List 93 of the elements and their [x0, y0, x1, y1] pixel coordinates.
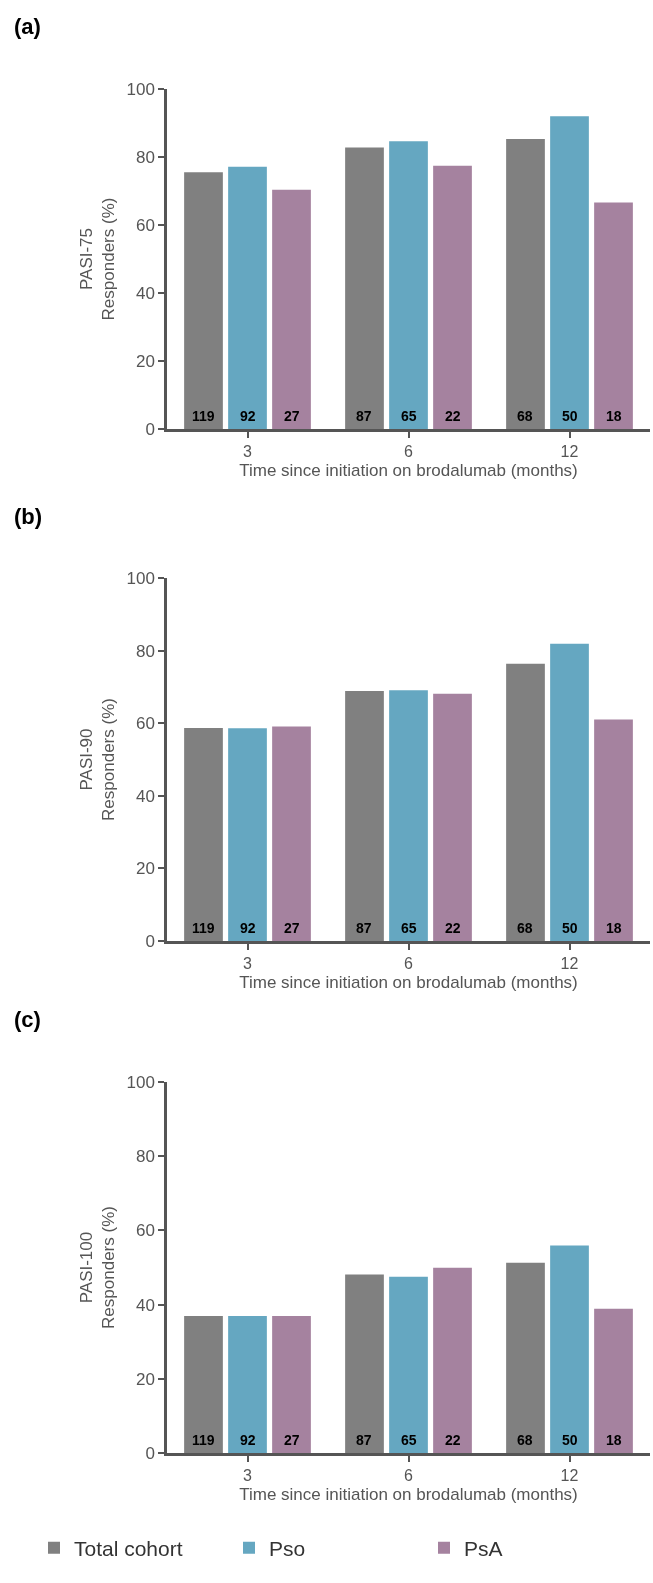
annotation: 22 — [445, 1432, 461, 1448]
x-tick-label: 3 — [243, 954, 253, 972]
x-tick-label: 6 — [404, 1466, 414, 1484]
y-axis-title: PASI-100 Responders (%) — [76, 1206, 119, 1329]
annotation: 50 — [562, 408, 578, 424]
bar — [433, 693, 472, 941]
annotation: 92 — [240, 408, 256, 424]
y-tick-label: 40 — [135, 283, 155, 303]
bar — [506, 663, 545, 941]
annotation: 18 — [606, 1432, 622, 1448]
bar — [389, 141, 428, 429]
annotation: 87 — [356, 920, 372, 936]
y-tick-label: 20 — [135, 1369, 155, 1389]
annotation: 87 — [356, 1432, 372, 1448]
legend-label: Pso — [269, 1537, 306, 1561]
annotation: 27 — [284, 920, 300, 936]
bar — [433, 165, 472, 429]
annotation: 65 — [401, 1432, 417, 1448]
bar — [228, 728, 267, 941]
annotation: 50 — [562, 920, 578, 936]
annotation: 92 — [240, 920, 256, 936]
bar — [550, 643, 589, 941]
y-axis-title: PASI-75 Responders (%) — [76, 197, 119, 321]
bar — [272, 1316, 311, 1453]
bar — [550, 116, 589, 429]
bar — [345, 1274, 384, 1453]
x-tick-label: 3 — [243, 442, 253, 460]
chart-title: (a) — [14, 14, 41, 39]
bar — [433, 1267, 472, 1453]
annotation: 87 — [356, 408, 372, 424]
bar — [550, 1245, 589, 1453]
bar — [594, 1308, 633, 1453]
annotation: 119 — [192, 1432, 215, 1448]
annotation: 68 — [517, 408, 533, 424]
bar — [345, 690, 384, 941]
annotation: 68 — [517, 920, 533, 936]
bar — [389, 1276, 428, 1453]
bar — [272, 189, 311, 429]
annotation: 68 — [517, 1432, 533, 1448]
bar — [594, 719, 633, 941]
bar — [594, 202, 633, 429]
annotation: 119 — [192, 920, 215, 936]
annotation: 50 — [562, 1432, 578, 1448]
annotation: 27 — [284, 1432, 300, 1448]
x-tick-label: 12 — [560, 442, 579, 460]
bar — [345, 147, 384, 429]
y-tick-label: 100 — [126, 79, 155, 99]
annotation: 65 — [401, 920, 417, 936]
y-tick-label: 20 — [135, 859, 155, 879]
chart-title: (b) — [14, 504, 43, 529]
y-tick-label: 80 — [135, 641, 155, 661]
bar — [272, 726, 311, 941]
y-tick-label: 0 — [145, 419, 155, 439]
y-tick-label: 60 — [135, 215, 155, 235]
bar — [228, 1316, 267, 1453]
y-tick-label: 60 — [135, 1221, 155, 1241]
annotation: 27 — [284, 408, 300, 424]
annotation: 92 — [240, 1432, 256, 1448]
chart-title: (c) — [14, 1007, 41, 1032]
y-tick-label: 100 — [126, 1072, 155, 1092]
x-axis-title: Time since initiation on brodalumab (months) — [239, 973, 578, 993]
x-tick-label: 3 — [243, 1466, 253, 1484]
x-tick-label: 12 — [560, 1466, 579, 1484]
x-tick-label: 6 — [404, 442, 414, 460]
bar — [228, 166, 267, 429]
x-tick-label: 6 — [404, 954, 414, 972]
y-axis-title: PASI-90 Responders (%) — [76, 698, 119, 821]
bar — [184, 1316, 223, 1453]
legend-label: PsA — [464, 1537, 503, 1561]
x-tick-label: 12 — [560, 954, 579, 972]
y-tick-label: 0 — [145, 931, 155, 951]
annotation: 18 — [606, 920, 622, 936]
bar — [389, 690, 428, 941]
bar — [506, 1262, 545, 1453]
y-tick-label: 40 — [135, 1295, 155, 1315]
x-axis-title: Time since initiation on brodalumab (months) — [239, 1485, 578, 1505]
y-tick-label: 20 — [135, 351, 155, 371]
annotation: 22 — [445, 408, 461, 424]
annotation: 119 — [192, 408, 215, 424]
annotation: 18 — [606, 408, 622, 424]
bar — [184, 727, 223, 941]
y-tick-label: 80 — [135, 147, 155, 167]
y-tick-label: 60 — [135, 714, 155, 734]
bar — [506, 138, 545, 429]
x-axis-title: Time since initiation on brodalumab (months) — [239, 461, 578, 481]
annotation: 65 — [401, 408, 417, 424]
annotation: 22 — [445, 920, 461, 936]
bar — [184, 172, 223, 429]
y-tick-label: 0 — [145, 1443, 155, 1463]
legend-label: Total cohort — [74, 1537, 183, 1561]
y-tick-label: 100 — [126, 568, 155, 588]
y-tick-label: 80 — [135, 1147, 155, 1167]
y-tick-label: 40 — [135, 786, 155, 806]
